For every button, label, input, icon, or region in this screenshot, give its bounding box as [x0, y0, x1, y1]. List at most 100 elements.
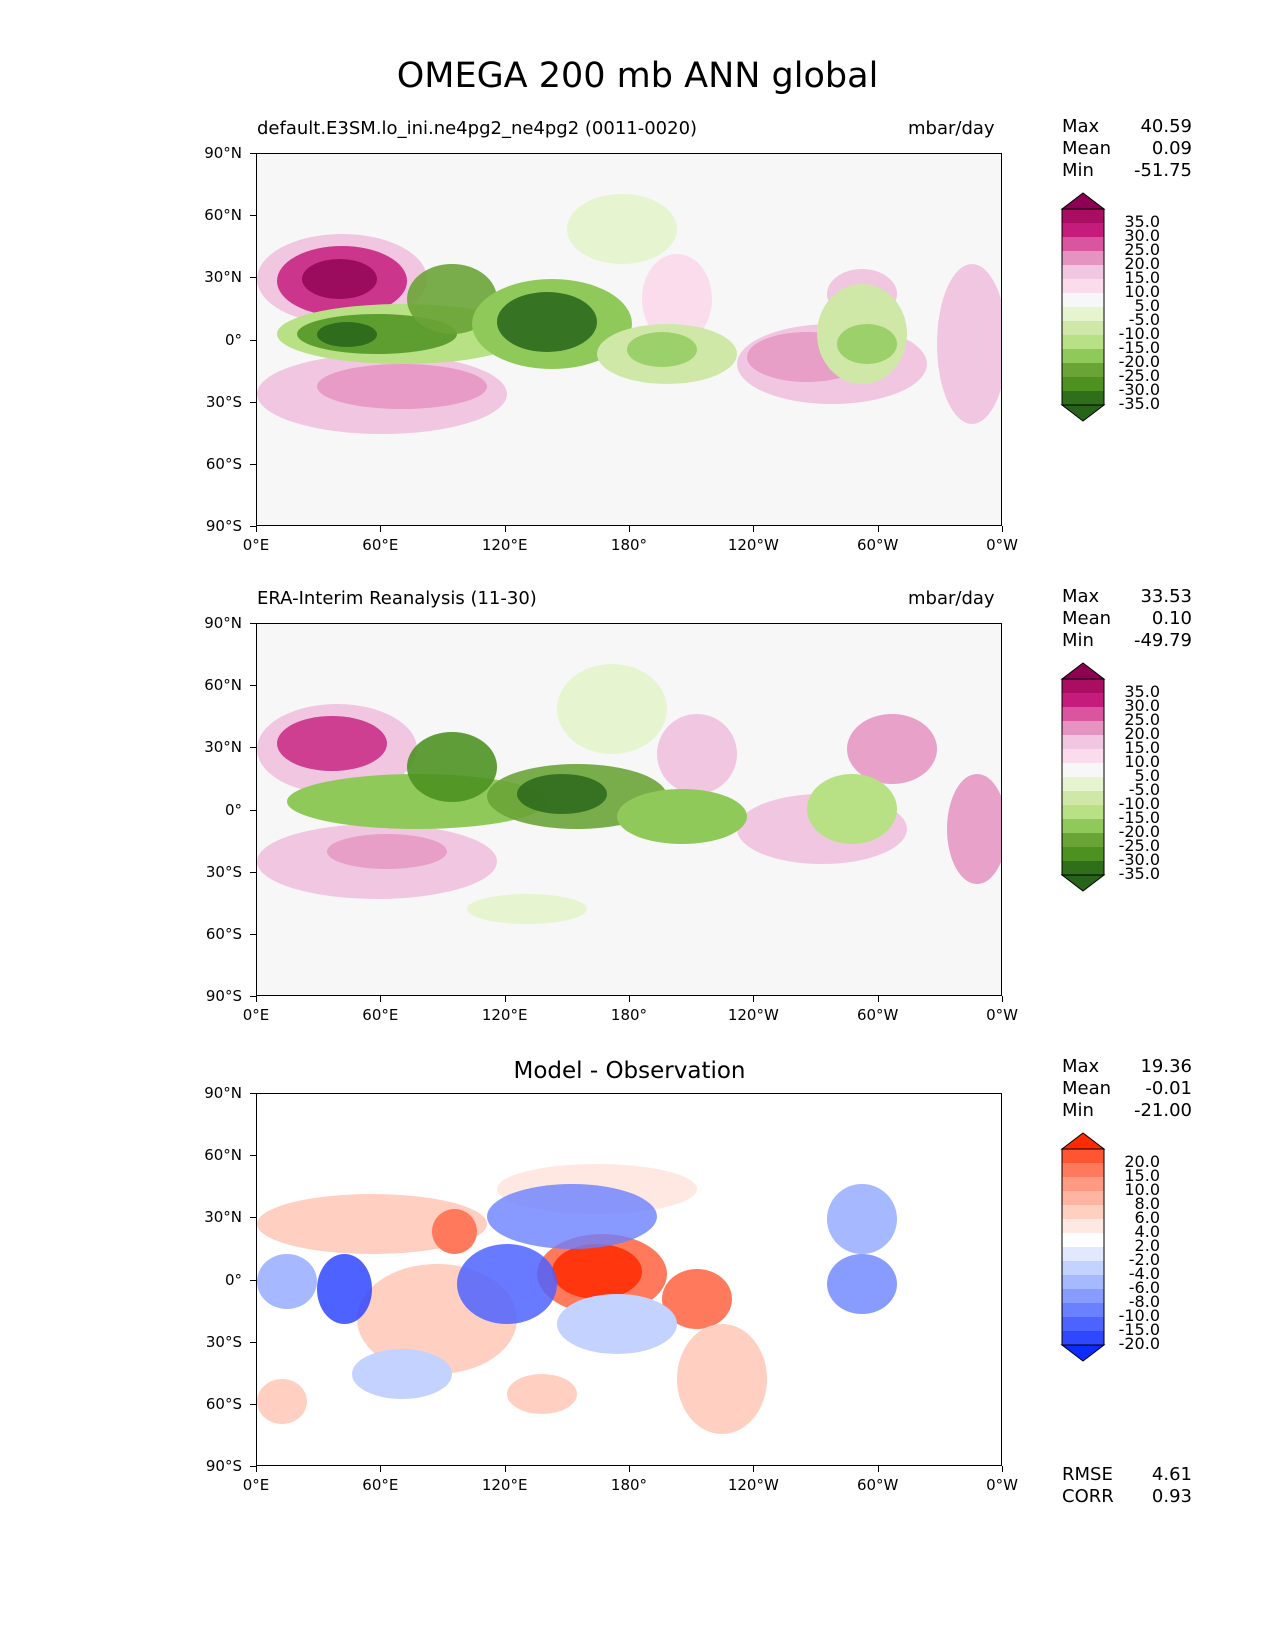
colorbar-segment [1062, 1331, 1104, 1345]
colorbar-tick-label: -6.0 [1128, 1278, 1160, 1297]
colorbar-segment [1062, 1261, 1104, 1275]
lon-tick-label: 0°E [242, 1476, 270, 1494]
units-label: mbar/day [908, 118, 995, 139]
lon-tick-label: 60°W [856, 1006, 899, 1024]
colorbar-tick-label: 20.0 [1124, 254, 1160, 273]
panel-title: ERA-Interim Reanalysis (11-30) [257, 588, 537, 609]
lon-tick-label: 120°E [481, 1476, 528, 1494]
colorbar-tick-label: 5.0 [1134, 766, 1160, 785]
colorbar-segment [1062, 335, 1104, 349]
colorbar-observation: 35.0 30.0 25.0 20.0 15.0 10.0 5.0 -5.0 -10.0 -15.… [1060, 662, 1160, 895]
colorbar-tick-label: -5.0 [1128, 780, 1160, 799]
panel-difference: Model - Observation RMSE 4.61 CORR 0.93 90… [0, 940, 1275, 1507]
contour-negative [837, 324, 897, 364]
contour-negative [352, 1349, 452, 1399]
colorbar-segment [1062, 1275, 1104, 1289]
colorbar-segment [1062, 293, 1104, 307]
contour-negative [497, 292, 597, 352]
colorbar-segment [1062, 251, 1104, 265]
colorbar-segment [1062, 307, 1104, 321]
lat-tick-label: 90°N [184, 1084, 256, 1102]
colorbar-extend-min [1060, 404, 1106, 422]
lon-tick-label: 60°E [362, 1006, 399, 1024]
stat-mean: Mean -0.01 [1062, 1078, 1192, 1099]
contour-negative [467, 894, 587, 924]
lon-tick-label: 60°E [362, 1476, 399, 1494]
lon-tick-mark [1002, 1466, 1003, 1472]
lat-tick-label: 90°S [184, 1457, 256, 1475]
contour-negative [557, 664, 667, 754]
lon-tick-mark [504, 996, 506, 1002]
colorbar-tick-label: -10.0 [1118, 1306, 1160, 1325]
colorbar-tick-label: 6.0 [1134, 1208, 1160, 1227]
contour-negative [317, 1254, 372, 1324]
colorbar-tick-label: 35.0 [1124, 212, 1160, 231]
colorbar-segment [1062, 1289, 1104, 1303]
lon-tick-mark [753, 996, 755, 1002]
stat-mean: Mean 0.10 [1062, 608, 1192, 629]
stat-max: Max 40.59 [1062, 116, 1192, 137]
lat-tick-label: 30°N [184, 738, 256, 756]
colorbar-segment [1062, 707, 1104, 721]
lon-tick-label: 120°E [481, 536, 528, 554]
colorbar-tick-label: -20.0 [1118, 1334, 1160, 1353]
panel-model: default.E3SM.lo_ini.ne4pg2_ne4pg2 (0011-… [0, 0, 1275, 554]
colorbar-segment [1062, 1205, 1104, 1219]
figure-title: OMEGA 200 mb ANN global [396, 56, 879, 96]
colorbar-tick-label: 2.0 [1134, 1236, 1160, 1255]
colorbar-segment [1062, 833, 1104, 847]
colorbar-segment [1062, 721, 1104, 735]
lon-tick-mark [877, 1466, 879, 1472]
colorbar-tick-label: 20.0 [1124, 724, 1160, 743]
stat-min: Min -21.00 [1062, 1100, 1192, 1121]
colorbar-tick-label: 25.0 [1124, 710, 1160, 729]
contour-positive [257, 1379, 307, 1424]
colorbar-segment [1062, 861, 1104, 875]
colorbar-tick-label: -35.0 [1118, 864, 1160, 883]
lon-tick-mark [256, 996, 257, 1002]
colorbar-tick-label: -10.0 [1118, 324, 1160, 343]
contour-negative [257, 1254, 317, 1309]
colorbar-segment [1062, 819, 1104, 833]
lon-tick-mark [753, 1466, 755, 1472]
lat-tick-label: 60°N [184, 1146, 256, 1164]
lon-tick-label: 0°W [986, 1476, 1018, 1494]
lon-tick-mark [380, 1466, 382, 1472]
colorbar-segment [1062, 1233, 1104, 1247]
lon-tick-mark [380, 996, 382, 1002]
lon-tick-mark [629, 996, 630, 1002]
panel-title: default.E3SM.lo_ini.ne4pg2_ne4pg2 (0011-… [257, 118, 698, 139]
colorbar-tick-label: 15.0 [1124, 268, 1160, 287]
colorbar-tick-label: -20.0 [1118, 352, 1160, 371]
lat-tick-label: 60°S [184, 925, 256, 943]
colorbar-segment [1062, 735, 1104, 749]
lon-tick-mark [629, 1466, 630, 1472]
colorbar-extend-min [1060, 1344, 1106, 1362]
colorbar-segment [1062, 1163, 1104, 1177]
lat-tick-label: 0° [184, 331, 256, 349]
colorbar-segment [1062, 377, 1104, 391]
lat-tick-label: 30°S [184, 393, 256, 411]
metric-corr: CORR 0.93 [1062, 1486, 1192, 1507]
lon-tick-mark [256, 526, 257, 532]
contour-positive [327, 834, 447, 869]
colorbar-tick-label: -4.0 [1128, 1264, 1160, 1283]
contour-positive [317, 364, 487, 409]
colorbar-segment [1062, 391, 1104, 405]
lon-tick-label: 0°W [986, 1006, 1018, 1024]
contour-positive [847, 714, 937, 784]
colorbar-tick-label: 10.0 [1124, 752, 1160, 771]
colorbar-extend-max [1060, 192, 1106, 210]
colorbar-segment [1062, 363, 1104, 377]
colorbar-segment [1062, 1247, 1104, 1261]
colorbar-segment [1062, 763, 1104, 777]
colorbar-segment [1062, 679, 1104, 693]
map-model [256, 153, 1002, 526]
colorbar-segment [1062, 805, 1104, 819]
stat-max: Max 19.36 [1062, 1056, 1192, 1077]
contour-negative [557, 1294, 677, 1354]
lon-tick-mark [504, 526, 506, 532]
colorbar-tick-label: 8.0 [1134, 1194, 1160, 1213]
colorbar-tick-label: -15.0 [1118, 1320, 1160, 1339]
contour-negative [517, 774, 607, 814]
